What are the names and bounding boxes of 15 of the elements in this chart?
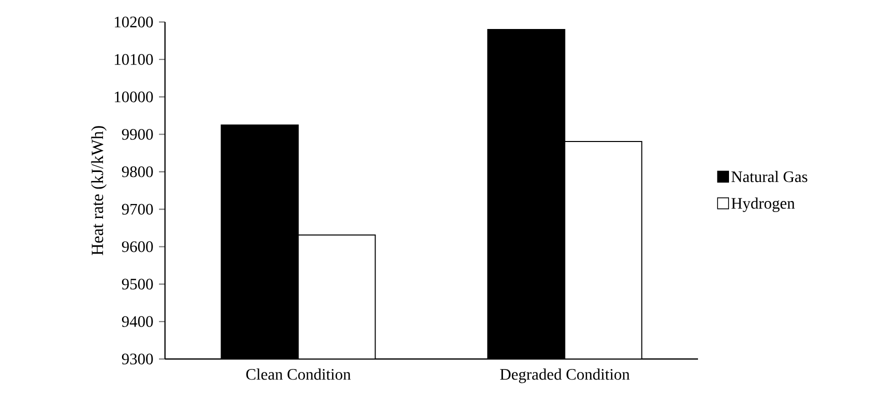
y-tick-label: 9700 (122, 204, 153, 215)
y-tick-label: 9300 (122, 354, 153, 364)
y-tick-label: 9800 (122, 166, 153, 178)
y-tick-label: 10200 (114, 16, 153, 28)
y-tick-label: 9500 (122, 278, 153, 290)
y-tick-label: 9400 (122, 316, 153, 327)
y-tick-label: 9900 (122, 128, 153, 140)
x-tick-label: Clean Condition (246, 368, 351, 380)
legend-label: Hydrogen (731, 198, 795, 212)
y-tick-label: 9600 (122, 241, 153, 252)
y-tick-label: 10100 (114, 54, 153, 65)
legend-label: Natural Gas (731, 170, 808, 182)
y-tick-label: 10000 (114, 92, 153, 102)
y-axis-title: Heat rate (kJ/kWh) (91, 126, 107, 256)
x-tick-label: Degraded Condition (500, 368, 630, 384)
